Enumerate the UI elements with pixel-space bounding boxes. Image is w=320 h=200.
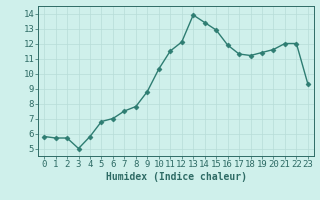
- X-axis label: Humidex (Indice chaleur): Humidex (Indice chaleur): [106, 172, 246, 182]
